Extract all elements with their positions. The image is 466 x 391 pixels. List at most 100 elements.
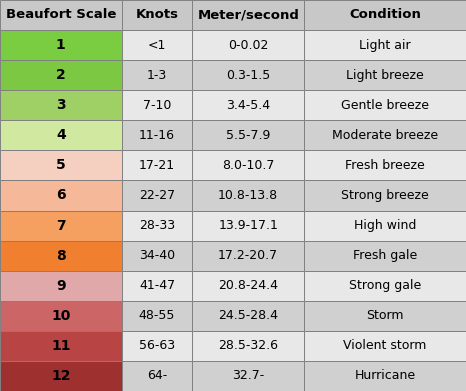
Text: 32.7-: 32.7- [232, 369, 264, 382]
Bar [304, 90, 466, 120]
Bar [304, 240, 466, 271]
Bar [122, 240, 192, 271]
Text: Storm: Storm [366, 309, 404, 322]
Bar [192, 150, 304, 180]
Text: 3: 3 [56, 98, 66, 112]
Bar [0, 210, 122, 240]
Bar [122, 331, 192, 361]
Text: 41-47: 41-47 [139, 279, 175, 292]
Bar [304, 0, 466, 30]
Bar [192, 210, 304, 240]
Bar [122, 90, 192, 120]
Text: 64-: 64- [147, 369, 167, 382]
Text: 22-27: 22-27 [139, 189, 175, 202]
Bar [0, 30, 122, 60]
Bar [192, 271, 304, 301]
Text: 11: 11 [51, 339, 70, 353]
Text: Moderate breeze: Moderate breeze [332, 129, 438, 142]
Text: 6: 6 [56, 188, 66, 203]
Text: Fresh breeze: Fresh breeze [345, 159, 425, 172]
Text: Strong breeze: Strong breeze [341, 189, 429, 202]
Text: 1-3: 1-3 [147, 69, 167, 82]
Bar [122, 30, 192, 60]
Bar [192, 90, 304, 120]
Bar [122, 60, 192, 90]
Text: Gentle breeze: Gentle breeze [341, 99, 429, 112]
Text: 8: 8 [56, 249, 66, 263]
Text: 10: 10 [51, 309, 70, 323]
Text: 4: 4 [56, 128, 66, 142]
Text: Fresh gale: Fresh gale [353, 249, 417, 262]
Bar [0, 301, 122, 331]
Bar [0, 331, 122, 361]
Text: Violent storm: Violent storm [343, 339, 427, 352]
Bar [0, 180, 122, 210]
Text: 3.4-5.4: 3.4-5.4 [226, 99, 270, 112]
Text: Light air: Light air [359, 39, 411, 52]
Bar [304, 30, 466, 60]
Text: 56-63: 56-63 [139, 339, 175, 352]
Bar [304, 210, 466, 240]
Bar [0, 90, 122, 120]
Text: 8.0-10.7: 8.0-10.7 [222, 159, 274, 172]
Text: 5: 5 [56, 158, 66, 172]
Bar [192, 361, 304, 391]
Bar [304, 120, 466, 150]
Bar [304, 331, 466, 361]
Text: 9: 9 [56, 279, 66, 293]
Text: 10.8-13.8: 10.8-13.8 [218, 189, 278, 202]
Bar [192, 301, 304, 331]
Bar [192, 331, 304, 361]
Text: 1: 1 [56, 38, 66, 52]
Bar [0, 0, 122, 30]
Text: 20.8-24.4: 20.8-24.4 [218, 279, 278, 292]
Bar [304, 361, 466, 391]
Text: Light breeze: Light breeze [346, 69, 424, 82]
Text: 0-0.02: 0-0.02 [228, 39, 268, 52]
Text: 11-16: 11-16 [139, 129, 175, 142]
Bar [0, 60, 122, 90]
Text: <1: <1 [148, 39, 166, 52]
Text: Strong gale: Strong gale [349, 279, 421, 292]
Text: 48-55: 48-55 [139, 309, 175, 322]
Bar [122, 180, 192, 210]
Text: 5.5-7.9: 5.5-7.9 [226, 129, 270, 142]
Bar [304, 271, 466, 301]
Text: 2: 2 [56, 68, 66, 82]
Bar [0, 120, 122, 150]
Text: 24.5-28.4: 24.5-28.4 [218, 309, 278, 322]
Bar [192, 120, 304, 150]
Text: Knots: Knots [136, 9, 178, 22]
Text: High wind: High wind [354, 219, 416, 232]
Bar [192, 60, 304, 90]
Bar [304, 301, 466, 331]
Text: 28-33: 28-33 [139, 219, 175, 232]
Bar [122, 150, 192, 180]
Bar [304, 180, 466, 210]
Bar [0, 150, 122, 180]
Text: Condition: Condition [349, 9, 421, 22]
Text: 7: 7 [56, 219, 66, 233]
Bar [122, 120, 192, 150]
Bar [304, 60, 466, 90]
Bar [192, 30, 304, 60]
Text: Hurricane: Hurricane [355, 369, 416, 382]
Text: 7-10: 7-10 [143, 99, 171, 112]
Text: Beaufort Scale: Beaufort Scale [6, 9, 116, 22]
Text: 12: 12 [51, 369, 70, 383]
Bar [0, 271, 122, 301]
Bar [122, 271, 192, 301]
Text: 13.9-17.1: 13.9-17.1 [218, 219, 278, 232]
Bar [122, 0, 192, 30]
Text: 28.5-32.6: 28.5-32.6 [218, 339, 278, 352]
Bar [0, 361, 122, 391]
Text: Meter/second: Meter/second [197, 9, 299, 22]
Bar [122, 210, 192, 240]
Text: 0.3-1.5: 0.3-1.5 [226, 69, 270, 82]
Bar [192, 0, 304, 30]
Text: 17.2-20.7: 17.2-20.7 [218, 249, 278, 262]
Bar [0, 240, 122, 271]
Bar [122, 301, 192, 331]
Bar [122, 361, 192, 391]
Text: 17-21: 17-21 [139, 159, 175, 172]
